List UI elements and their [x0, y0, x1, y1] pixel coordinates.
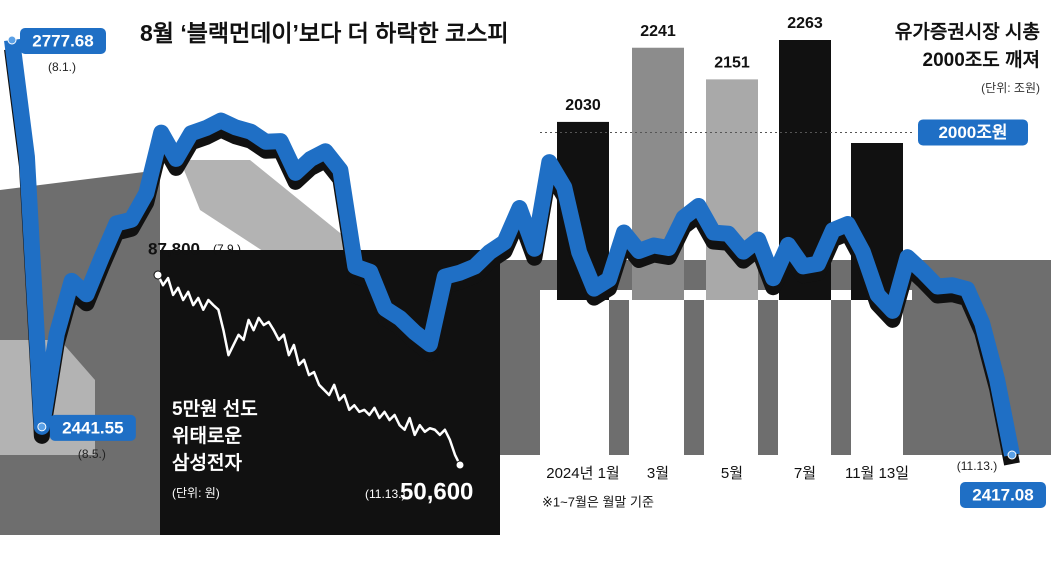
reference-label: 2000조원 — [938, 123, 1007, 142]
point — [455, 460, 465, 470]
value-box — [20, 28, 106, 54]
value-label: 2777.68 — [32, 31, 93, 50]
bar-lower — [779, 300, 831, 455]
chart-title: 8월 ‘블랙먼데이’보다 더 하락한 코스피 — [140, 20, 509, 46]
point — [1007, 450, 1017, 460]
date-label: (7.9.) — [213, 242, 241, 256]
bar-title: 2000조도 깨져 — [923, 49, 1040, 71]
bar-lower — [557, 300, 609, 455]
date-label: (11.13.) — [365, 487, 405, 501]
bar-title: 유가증권시장 시총 — [895, 21, 1040, 43]
value-label: 2441.55 — [62, 418, 123, 437]
line — [4, 38, 1020, 457]
bar-lower — [632, 300, 684, 455]
point — [153, 270, 163, 280]
bar-gap — [684, 300, 704, 455]
series-title: 삼성전자 — [172, 452, 242, 474]
bar-gap — [903, 300, 923, 455]
bar-note: ※1~7월은 월말 기준 — [542, 494, 654, 509]
x-tick-label: 3월 — [647, 465, 669, 482]
date-label: (8.5.) — [78, 447, 106, 461]
bar-value-label: 1970 — [859, 118, 895, 135]
bar-value-label: 2263 — [787, 15, 823, 32]
x-tick-label: 2024년 1월 — [546, 465, 619, 482]
bar-gap — [609, 300, 629, 455]
series-unit: (단위: 원) — [172, 486, 220, 500]
value-label: 87,800 — [148, 239, 200, 258]
date-label: (8.1.) — [48, 60, 76, 74]
bar-gap — [758, 300, 778, 455]
bar-value-label: 2030 — [565, 97, 601, 114]
bar-lower — [706, 300, 758, 455]
date-label: (11.13.) — [957, 459, 997, 473]
point — [37, 422, 47, 432]
x-tick-label: 11월 13일 — [845, 465, 909, 482]
point — [7, 35, 17, 45]
value-box — [960, 482, 1046, 508]
bar-value-label: 2151 — [714, 55, 750, 72]
bar-value-label: 2241 — [640, 23, 676, 40]
value-label: 2417.08 — [972, 485, 1033, 504]
x-tick-label: 7월 — [794, 465, 816, 482]
bar-unit: (단위: 조원) — [981, 81, 1040, 95]
line — [156, 274, 462, 466]
series-title: 5만원 선도 — [172, 398, 258, 420]
reference-box — [918, 119, 1028, 146]
bar-gap — [831, 300, 851, 455]
value-label: 50,600 — [400, 478, 473, 505]
value-box — [49, 414, 136, 441]
x-tick-label: 5월 — [721, 465, 743, 482]
series-title: 위태로운 — [172, 425, 242, 447]
